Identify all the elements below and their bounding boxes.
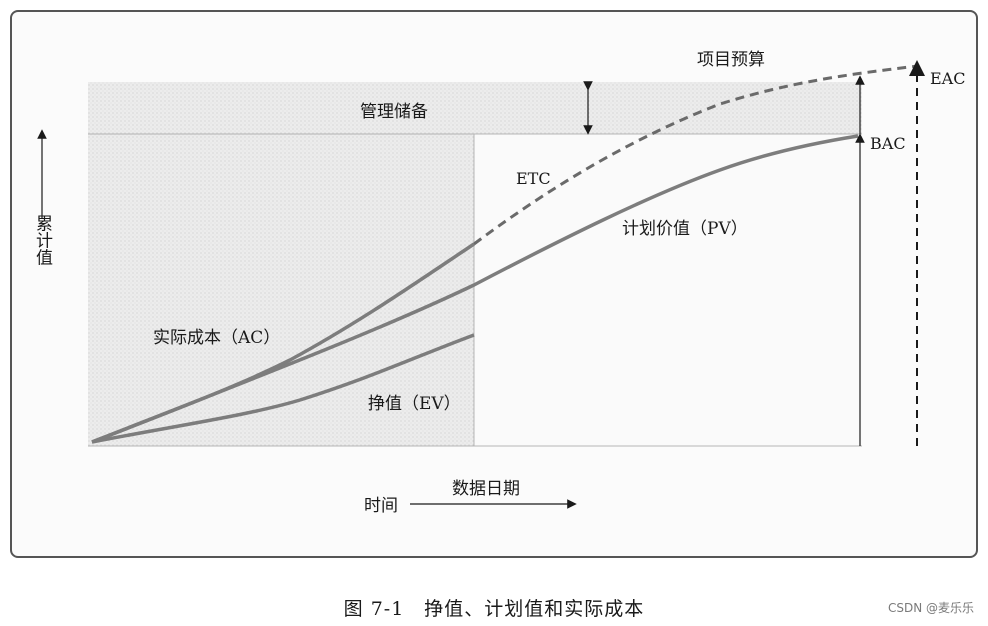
ev-label: 挣值（EV）: [368, 394, 461, 414]
ev-curve: [91, 333, 475, 444]
etc-curve: [473, 64, 919, 246]
future-period-region: [474, 134, 862, 446]
etc-label: ETC: [516, 169, 551, 188]
watermark: CSDN @麦乐乐: [887, 601, 974, 615]
management-reserve-label: 管理储备: [360, 102, 428, 122]
ac-label: 实际成本（AC）: [153, 328, 280, 348]
management-reserve-band: [88, 82, 862, 134]
elapsed-period-region: [88, 134, 474, 446]
x-axis-label: 时间: [364, 496, 398, 516]
data-date-label: 数据日期: [452, 479, 520, 499]
pv-label: 计划价值（PV）: [622, 219, 748, 239]
figure-caption: 图 7-1 挣值、计划值和实际成本: [343, 598, 645, 620]
pv-curve: [91, 134, 859, 444]
y-axis-label: 累计值: [32, 214, 53, 265]
ac-curve: [91, 242, 475, 444]
eac-label: EAC: [930, 69, 965, 88]
project-budget-label: 项目预算: [697, 50, 765, 70]
bac-label: BAC: [870, 134, 906, 153]
